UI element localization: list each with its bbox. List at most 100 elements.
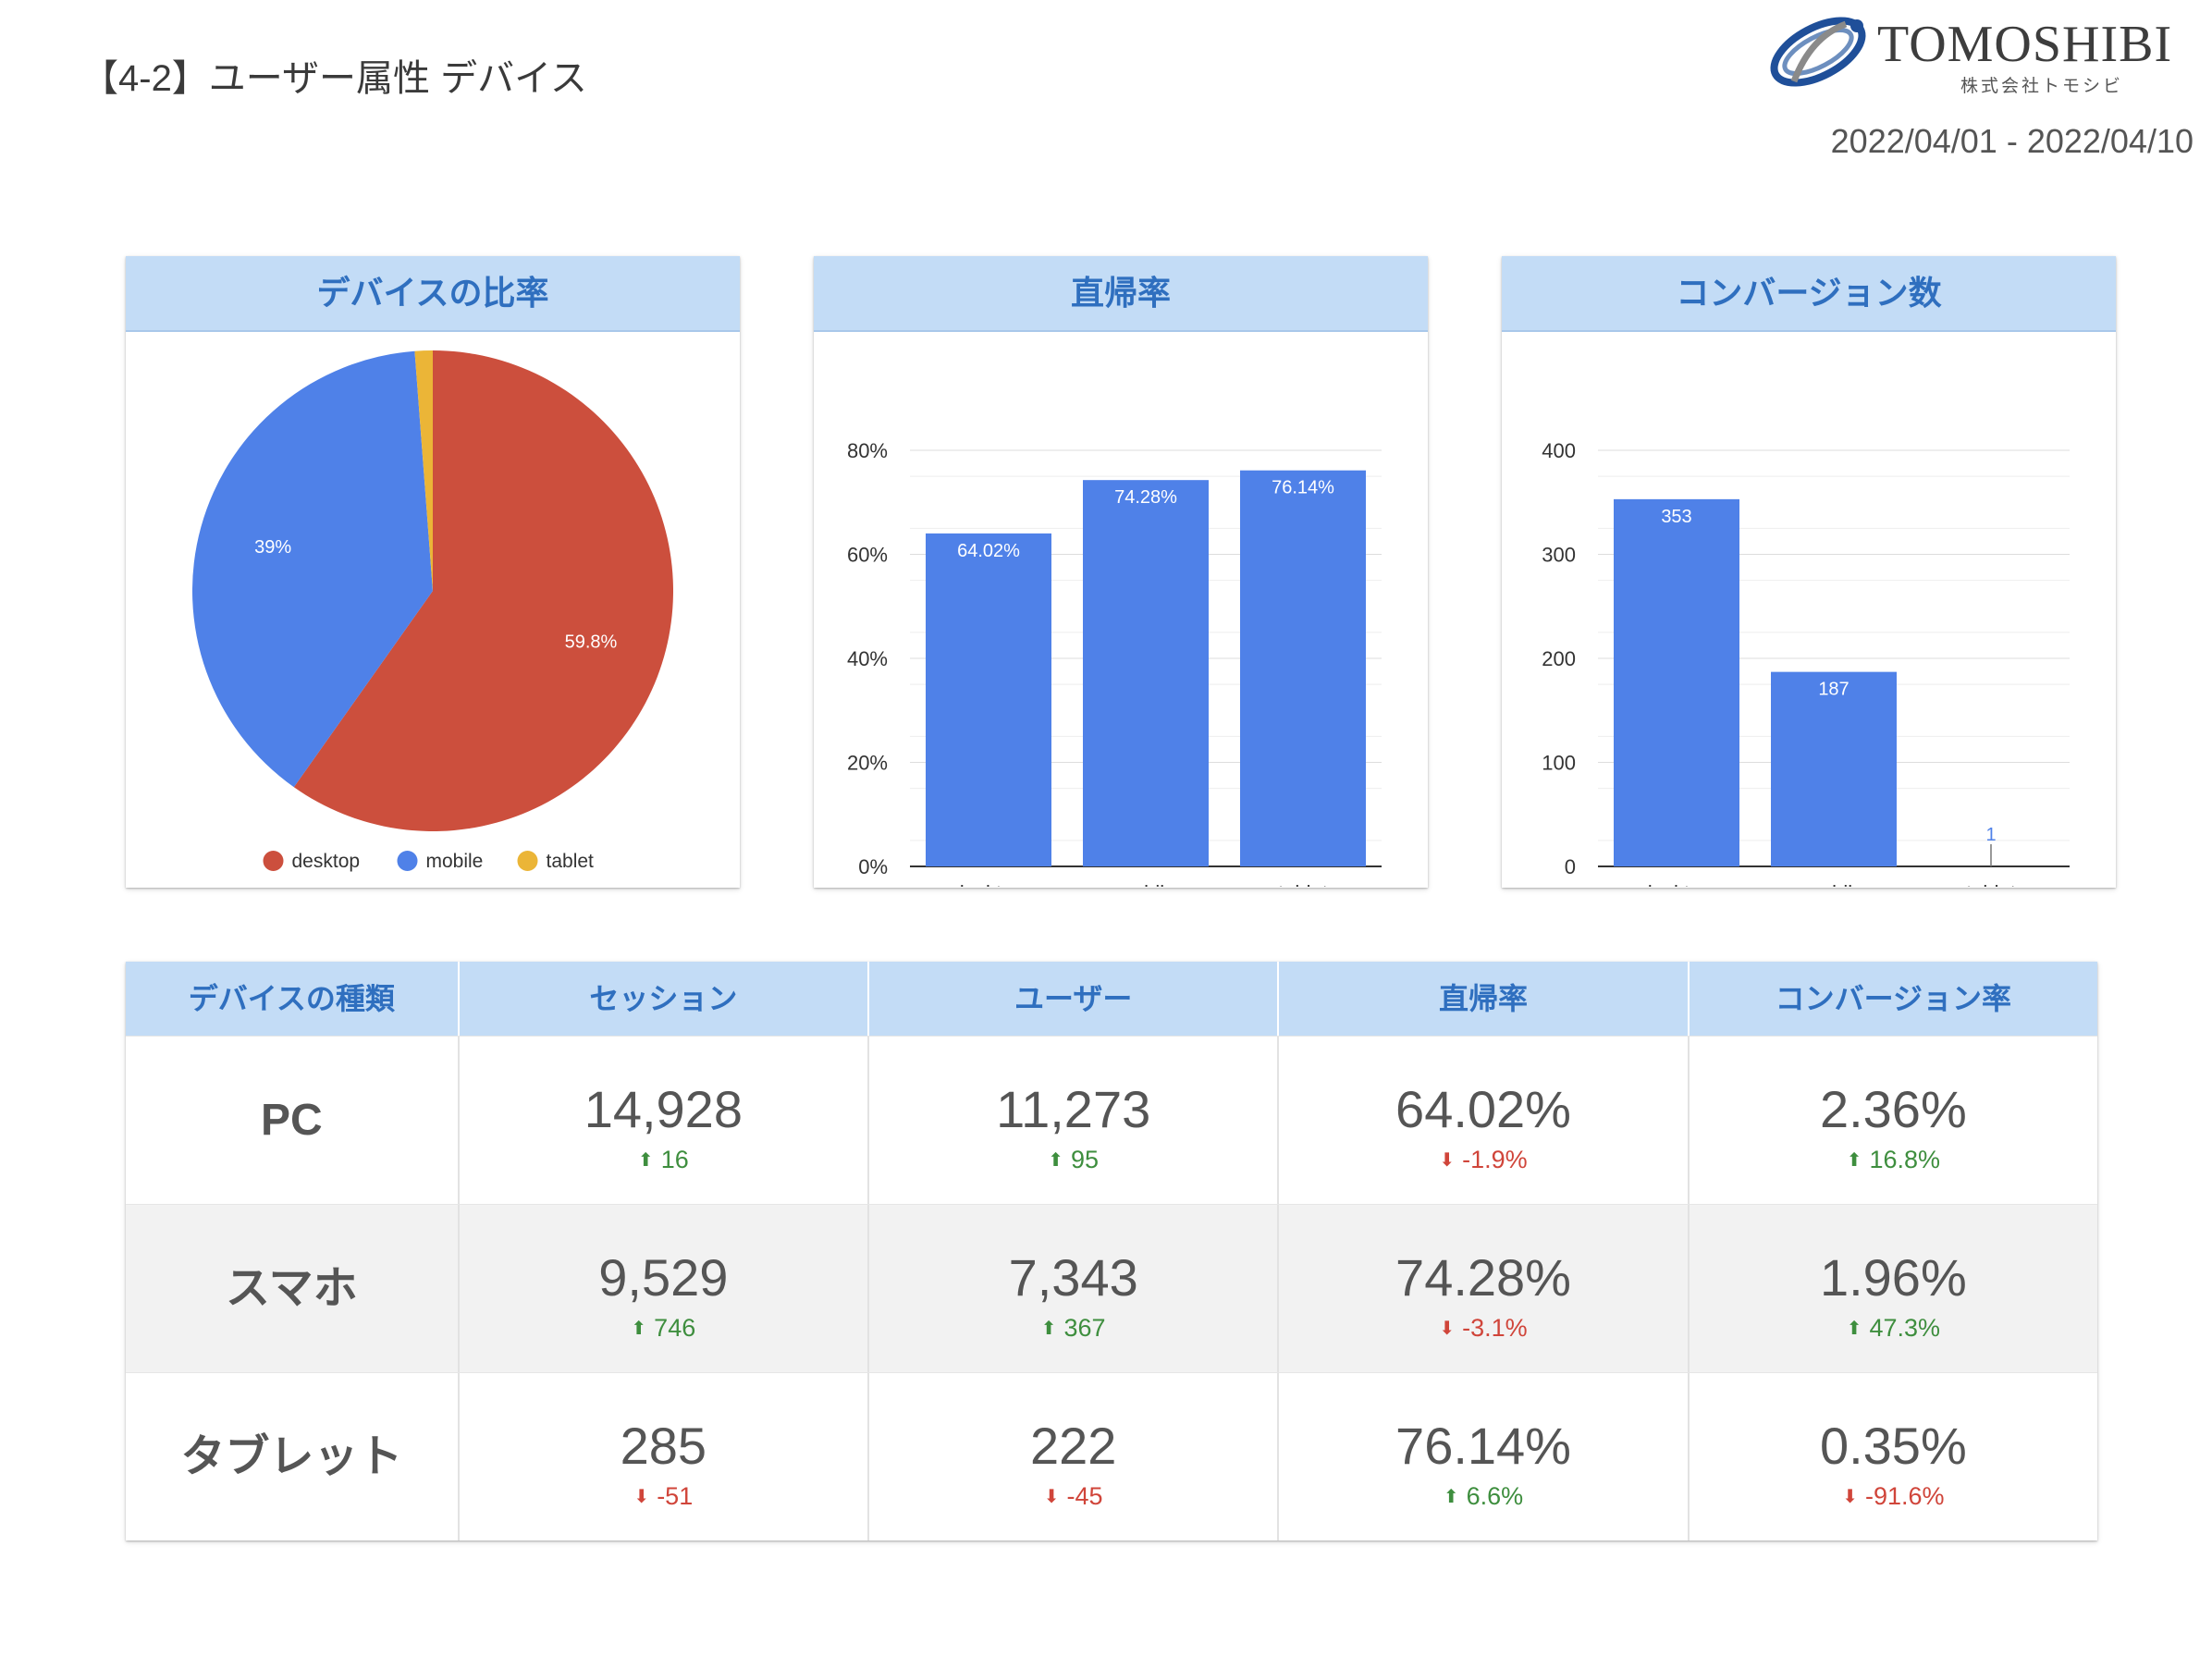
device-metrics-table: デバイスの種類 セッション ユーザー 直帰率 コンバージョン率 PC 14,928… [126,962,2097,1540]
bounce-rate-cell: 74.28% ⬇ -3.1% [1277,1205,1687,1372]
header-bounce-rate: 直帰率 [1277,962,1687,1036]
delta-text: 95 [1071,1146,1100,1173]
metric-value: 285 [620,1417,707,1475]
metric-delta: ⬆ 746 [460,1314,867,1343]
pie-slice-mobile [192,350,433,788]
arrow-up-icon: ⬆ [1048,1150,1064,1171]
arrow-up-icon: ⬆ [1040,1319,1057,1339]
legend-label-mobile: mobile [426,851,484,872]
delta-text: -1.9% [1462,1146,1528,1173]
bounce-bar-label-mobile: 74.28% [1114,487,1177,508]
metric-delta: ⬆ 367 [869,1314,1277,1343]
header-device-type: デバイスの種類 [188,982,395,1015]
conv-bar-label-tablet: 1 [1985,825,1996,845]
bounce-rate-title: 直帰率 [814,256,1428,332]
conv-ytick-label: 200 [1542,647,1576,670]
page-title: 【4-2】ユーザー属性 デバイス [81,58,587,99]
delta-text: 16 [660,1146,689,1173]
delta-text: -91.6% [1864,1482,1945,1510]
metric-value: 74.28% [1395,1248,1571,1307]
legend-dot-tablet [517,851,538,871]
legend-dot-mobile [397,851,418,871]
delta-text: 6.6% [1466,1482,1524,1510]
metric-delta: ⬇ -1.9% [1279,1146,1687,1174]
pie-label-desktop: 59.8% [565,632,618,652]
arrow-down-icon: ⬇ [633,1487,650,1507]
arrow-down-icon: ⬇ [1043,1487,1060,1507]
conv-bar-mobile [1771,671,1897,866]
conversion-rate-cell: 0.35% ⬇ -91.6% [1687,1373,2097,1540]
metric-delta: ⬆ 16 [460,1146,867,1174]
metric-delta: ⬆ 6.6% [1279,1482,1687,1511]
metric-delta: ⬇ -51 [460,1482,867,1511]
logo-swirl-icon [1770,17,1866,87]
table-row: PC 14,928 ⬆ 16 11,273 ⬆ 95 64.02% ⬇ -1.9% 2.36% ⬆ 16… [126,1036,2097,1204]
metric-value: 2.36% [1819,1080,1967,1138]
metric-delta: ⬇ -91.6% [1690,1482,2097,1511]
conversions-bar-chart: 0 100 200 300 400 353 desktop 187 mobile 1 tablet [1542,439,2070,887]
delta-text: 746 [654,1314,696,1342]
metric-value: 14,928 [584,1080,743,1138]
header-sessions: セッション [457,962,867,1036]
date-range[interactable]: 2022/04/01 - 2022/04/10 [1830,122,2194,160]
header-users: ユーザー [867,962,1277,1036]
sessions-cell: 285 ⬇ -51 [457,1373,867,1540]
logo-name: TOMOSHIBI [1877,16,2173,73]
table-row: スマホ 9,529 ⬆ 746 7,343 ⬆ 367 74.28% ⬇ -3.1% 1.96% ⬆ 4… [126,1204,2097,1372]
bounce-ytick-label: 20% [847,752,888,775]
conversions-title: コンバージョン数 [1502,256,2116,332]
table-row: タブレット 285 ⬇ -51 222 ⬇ -45 76.14% ⬆ 6.6% 0.35% ⬇ -91.… [126,1372,2097,1540]
legend-label-desktop: desktop [292,851,361,872]
bounce-xtick-label: mobile [1116,881,1176,887]
conversions-card: コンバージョン数 0 100 200 300 400 353 desktop 187 mobil… [1502,256,2116,888]
bounce-ytick-label: 40% [847,647,888,670]
conv-xtick-label: mobile [1804,881,1864,887]
metric-delta: ⬆ 95 [869,1146,1277,1174]
table-header-row: デバイスの種類 セッション ユーザー 直帰率 コンバージョン率 [126,962,2097,1036]
users-cell: 222 ⬇ -45 [867,1373,1277,1540]
metric-value: 222 [1029,1417,1117,1475]
arrow-down-icon: ⬇ [1439,1319,1456,1339]
conv-bar-label-desktop: 353 [1661,507,1691,527]
bounce-bar-desktop [926,533,1051,866]
bounce-ytick-label: 80% [847,439,888,462]
bounce-rate-card: 直帰率 0% 20% 40% 60% 80% 64.02% desktop 74.28% mob… [814,256,1428,888]
metric-delta: ⬆ 16.8% [1690,1146,2097,1174]
legend-dot-desktop [263,851,284,871]
row-label: タブレット [180,1432,403,1481]
logo-subtitle: 株式会社トモシビ [1960,77,2124,96]
row-label: PC [260,1096,323,1145]
bounce-rate-cell: 76.14% ⬆ 6.6% [1277,1373,1687,1540]
arrow-up-icon: ⬆ [1846,1319,1862,1339]
conv-xtick-label: tablet [1966,881,2016,887]
metric-value: 0.35% [1819,1417,1967,1475]
bounce-xtick-label: desktop [952,881,1024,887]
metric-value: 7,343 [1008,1248,1138,1307]
row-label: スマホ [226,1264,358,1313]
metric-delta: ⬇ -3.1% [1279,1314,1687,1343]
metric-delta: ⬆ 47.3% [1690,1314,2097,1343]
metric-value: 64.02% [1395,1080,1571,1138]
users-cell: 7,343 ⬆ 367 [867,1205,1277,1372]
arrow-up-icon: ⬆ [1846,1150,1862,1171]
bounce-bar-mobile [1083,480,1209,866]
bounce-ytick-label: 0% [858,855,888,878]
pie-label-mobile: 39% [254,537,291,558]
conversion-rate-cell: 1.96% ⬆ 47.3% [1687,1205,2097,1372]
delta-text: -45 [1066,1482,1103,1510]
arrow-down-icon: ⬇ [1842,1487,1858,1507]
users-cell: 11,273 ⬆ 95 [867,1037,1277,1204]
conv-ytick-label: 0 [1565,855,1576,878]
bounce-rate-cell: 64.02% ⬇ -1.9% [1277,1037,1687,1204]
delta-text: -51 [657,1482,694,1510]
device-ratio-card: デバイスの比率 59.8% 39% desktop mobile tablet [126,256,740,888]
metric-value: 9,529 [598,1248,729,1307]
legend-label-tablet: tablet [547,851,595,872]
conv-xtick-label: desktop [1641,881,1712,887]
pie-slice-desktop [293,350,674,831]
table-body: PC 14,928 ⬆ 16 11,273 ⬆ 95 64.02% ⬇ -1.9% 2.36% ⬆ 16… [126,1036,2097,1540]
metric-delta: ⬇ -45 [869,1482,1277,1511]
header-conversion-rate: コンバージョン率 [1687,962,2097,1036]
device-ratio-title: デバイスの比率 [126,256,740,332]
pie-slice-tablet [414,350,433,591]
